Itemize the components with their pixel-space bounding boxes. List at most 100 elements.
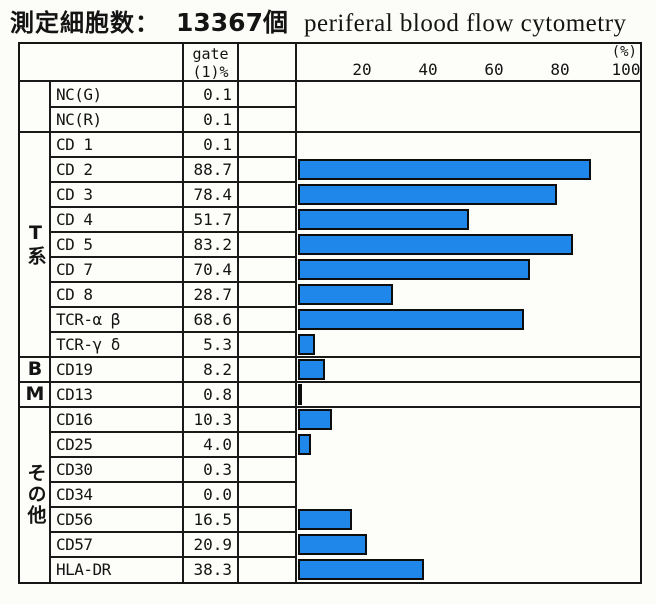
- chart-bar: [298, 158, 591, 180]
- chart-bar: [298, 433, 312, 455]
- marker-name: HLA-DR: [56, 560, 111, 579]
- gate-value: 8.2: [203, 360, 232, 379]
- gate-value: 4.0: [203, 435, 232, 454]
- chart-bar: [298, 358, 326, 380]
- group-boundary-line: [20, 406, 640, 408]
- gate-value: 16.5: [193, 510, 232, 529]
- marker-name: CD 4: [56, 210, 93, 229]
- row-divider: [50, 456, 296, 458]
- axis-tick-label: 100: [611, 60, 641, 79]
- marker-name: CD25: [56, 435, 93, 454]
- group-cell: その他: [20, 407, 50, 582]
- gate-value: 88.7: [193, 160, 232, 179]
- chart-bar: [298, 533, 367, 555]
- marker-name: CD57: [56, 535, 93, 554]
- marker-name: TCR-α β: [56, 310, 120, 329]
- gate-value: 0.3: [203, 460, 232, 479]
- marker-name: CD 5: [56, 235, 93, 254]
- row-divider: [50, 256, 296, 258]
- row-divider: [50, 506, 296, 508]
- marker-name: CD19: [56, 360, 93, 379]
- marker-name: CD 2: [56, 160, 93, 179]
- cytometry-table: gate (1)% (%) 20 40 60 80 100 T系 B M その他 NC(G) 0.1…: [18, 42, 642, 584]
- group-cell: B: [20, 357, 50, 382]
- chart-bar: [298, 558, 425, 580]
- axis-tick-label: 20: [352, 60, 372, 79]
- marker-name: CD30: [56, 460, 93, 479]
- chart-bar: [298, 333, 316, 355]
- chart-bar: [298, 283, 393, 305]
- row-divider: [50, 156, 296, 158]
- group-boundary-line: [20, 381, 640, 383]
- group-label: その他: [24, 463, 47, 526]
- marker-name: NC(R): [56, 110, 102, 129]
- gate-value: 68.6: [193, 310, 232, 329]
- chart-bar: [298, 383, 302, 405]
- report-title-english: periferal blood flow cytometry: [303, 10, 627, 37]
- marker-name: CD 1: [56, 135, 93, 154]
- chart-bar: [298, 233, 573, 255]
- group-label: M: [25, 383, 45, 405]
- gate-value: 70.4: [193, 260, 232, 279]
- gate-value: 20.9: [193, 535, 232, 554]
- gate-header-line1: gate: [192, 45, 229, 63]
- row-divider: [50, 531, 296, 533]
- chart-bar: [298, 258, 531, 280]
- group-cell: [20, 82, 50, 132]
- axis-tick-label: 80: [550, 60, 570, 79]
- gate-value: 51.7: [193, 210, 232, 229]
- marker-name: CD34: [56, 485, 93, 504]
- row-divider: [50, 206, 296, 208]
- axis-tick-label: 40: [418, 60, 438, 79]
- gate-value: 10.3: [193, 410, 232, 429]
- group-boundary-line: [20, 356, 640, 358]
- chart-bar: [298, 208, 469, 230]
- header-divider: [20, 80, 640, 82]
- gate-value: 0.1: [203, 135, 232, 154]
- measured-cell-count-label: 測定細胞数：: [10, 9, 160, 37]
- column-divider: [182, 44, 184, 582]
- group-cell: T系: [20, 132, 50, 357]
- group-label: T系: [24, 222, 47, 267]
- axis-tick-label: 60: [484, 60, 504, 79]
- column-divider: [295, 44, 297, 582]
- page-title: 測定細胞数： 13367個 periferal blood flow cytom…: [10, 3, 627, 39]
- row-divider: [50, 431, 296, 433]
- group-label: B: [27, 358, 43, 380]
- gate-header-line2: (1)%: [192, 63, 229, 81]
- marker-name: CD 3: [56, 185, 93, 204]
- marker-name: TCR-γ δ: [56, 335, 120, 354]
- chart-bar: [298, 308, 525, 330]
- gate-value: 0.8: [203, 385, 232, 404]
- gate-value: 28.7: [193, 285, 232, 304]
- marker-name: CD56: [56, 510, 93, 529]
- group-boundary-line: [20, 131, 640, 133]
- row-divider: [50, 331, 296, 333]
- marker-name: CD 7: [56, 260, 93, 279]
- gate-value: 0.1: [203, 110, 232, 129]
- row-divider: [50, 106, 296, 108]
- gate-value: 0.0: [203, 485, 232, 504]
- group-cell: M: [20, 382, 50, 407]
- chart-bar: [298, 183, 557, 205]
- gate-value: 0.1: [203, 85, 232, 104]
- marker-name: CD16: [56, 410, 93, 429]
- column-divider: [237, 44, 239, 582]
- row-divider: [50, 281, 296, 283]
- row-divider: [50, 181, 296, 183]
- chart-bar: [298, 408, 332, 430]
- gate-value: 83.2: [193, 235, 232, 254]
- marker-name: CD13: [56, 385, 93, 404]
- row-divider: [50, 556, 296, 558]
- gate-column-header: gate (1)%: [183, 45, 238, 82]
- row-divider: [50, 306, 296, 308]
- measured-cell-count-value: 13367個: [176, 8, 288, 37]
- chart-bar: [298, 508, 353, 530]
- gate-value: 5.3: [203, 335, 232, 354]
- gate-value: 78.4: [193, 185, 232, 204]
- gate-value: 38.3: [193, 560, 232, 579]
- marker-name: CD 8: [56, 285, 93, 304]
- axis-unit-label: (%): [611, 44, 637, 60]
- row-divider: [50, 481, 296, 483]
